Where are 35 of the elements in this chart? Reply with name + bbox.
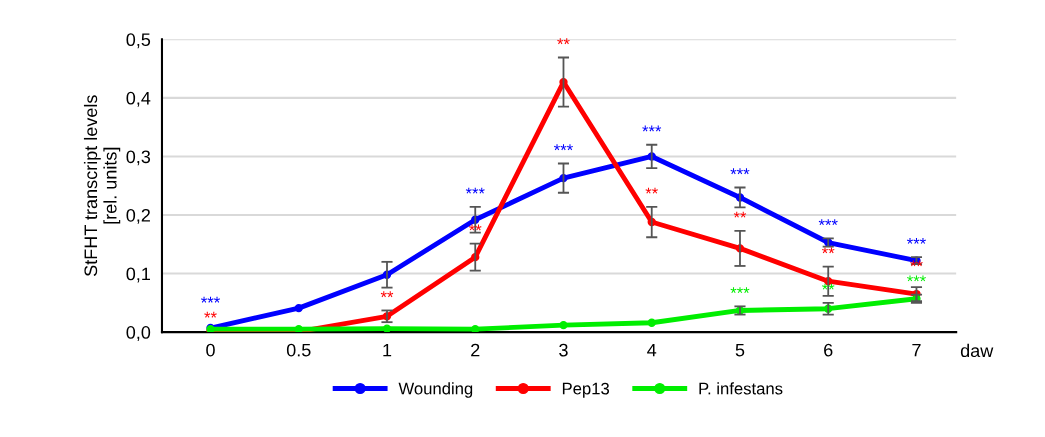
annotation: ***: [730, 168, 750, 175]
annotation: **: [733, 211, 747, 218]
annotation: **: [822, 247, 835, 254]
x-tick-label: 2: [471, 343, 480, 357]
annotation: **: [380, 291, 394, 298]
annotation: ***: [907, 238, 926, 244]
x-tick-label: 0.5: [286, 343, 311, 357]
x-tick-label: 6: [824, 343, 833, 357]
annotation: **: [645, 187, 658, 194]
annotation: ***: [730, 287, 750, 294]
y-tick-label: 0,0: [126, 326, 151, 341]
annotation: ***: [201, 296, 220, 303]
x-tick-label: 5: [735, 343, 745, 357]
y-tick-label: 0,4: [126, 91, 151, 107]
y-tick-label: 0,1: [126, 267, 150, 283]
legend-label: Wounding: [398, 382, 473, 398]
legend-label: Pep13: [562, 382, 610, 398]
annotation: **: [204, 311, 217, 318]
annotation: ***: [818, 219, 838, 226]
y-tick-label: 0,2: [126, 208, 150, 224]
annotation: ***: [554, 144, 573, 151]
annotation: ***: [642, 125, 662, 132]
x-tick-label: 0: [206, 343, 215, 357]
x-tick-label: 3: [559, 343, 568, 357]
legend-label: P. infestans: [699, 382, 783, 395]
y-tick-label: 0,5: [126, 33, 151, 49]
x-tick-label: 7: [912, 343, 921, 357]
x-tick-label: 1: [383, 343, 392, 357]
y-tick-label: 0,3: [126, 150, 151, 166]
annotation: ***: [907, 275, 926, 282]
annotation: ***: [465, 187, 485, 194]
annotation: **: [557, 38, 570, 45]
x-axis-title: daw: [960, 343, 994, 358]
y-axis-title: StFHT transcript levels [rel. units]: [83, 95, 121, 277]
x-tick-label: 4: [647, 343, 657, 357]
